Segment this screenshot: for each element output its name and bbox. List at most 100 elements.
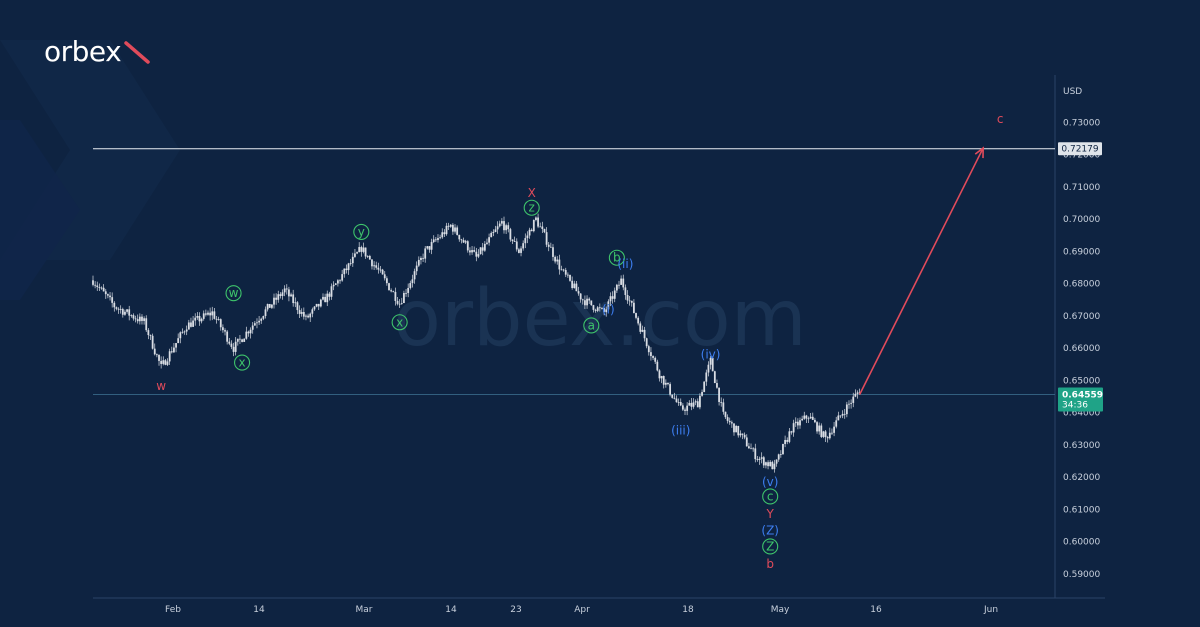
y-axis-ticks: 0.73000 0.72000 0.71000 0.70000 0.69000 0.680… bbox=[1063, 118, 1100, 580]
candle bbox=[417, 256, 420, 268]
candle bbox=[375, 261, 378, 270]
candle bbox=[200, 317, 203, 324]
candle bbox=[699, 393, 701, 410]
candle bbox=[809, 412, 812, 419]
candle bbox=[466, 240, 469, 253]
candle bbox=[358, 242, 361, 253]
candle bbox=[475, 247, 478, 262]
candle bbox=[532, 219, 535, 233]
candle bbox=[168, 348, 171, 365]
wave-label-text: c bbox=[767, 489, 774, 503]
candle bbox=[196, 312, 199, 320]
candle bbox=[820, 423, 823, 439]
candle bbox=[147, 328, 150, 340]
candle bbox=[724, 411, 727, 419]
candle bbox=[354, 249, 356, 258]
candle bbox=[654, 356, 657, 364]
candle bbox=[716, 379, 718, 389]
candle bbox=[607, 299, 610, 312]
wave-label-text: Y bbox=[766, 507, 775, 521]
candle bbox=[385, 276, 388, 286]
candle bbox=[562, 268, 565, 272]
candle bbox=[109, 292, 111, 301]
candle bbox=[633, 299, 635, 314]
candle bbox=[190, 317, 192, 328]
candle bbox=[539, 222, 542, 228]
x-tick-label: 14 bbox=[253, 605, 265, 615]
candle bbox=[841, 410, 844, 419]
candle bbox=[230, 340, 233, 350]
candle bbox=[828, 427, 831, 440]
candle bbox=[569, 274, 571, 282]
x-tick-label: 14 bbox=[445, 605, 457, 615]
candle bbox=[126, 309, 128, 314]
candle bbox=[317, 303, 320, 310]
candle bbox=[524, 233, 527, 249]
candle bbox=[796, 418, 799, 430]
candle bbox=[322, 293, 324, 301]
wave-label-text: c bbox=[997, 112, 1004, 126]
candle bbox=[575, 280, 578, 292]
wave-label: x bbox=[234, 354, 251, 371]
candle bbox=[155, 353, 158, 358]
wave-circle bbox=[234, 354, 251, 371]
candle bbox=[383, 271, 386, 281]
candle bbox=[541, 221, 544, 233]
countdown-text: 34:36 bbox=[1062, 401, 1088, 411]
candle bbox=[432, 235, 435, 244]
candle bbox=[579, 293, 582, 303]
candle bbox=[566, 272, 569, 278]
candle bbox=[217, 316, 220, 321]
candle bbox=[456, 225, 459, 236]
candle bbox=[782, 443, 784, 455]
y-tick-label: 0.67000 bbox=[1063, 312, 1100, 322]
y-tick-label: 0.70000 bbox=[1063, 215, 1100, 225]
candle bbox=[390, 288, 393, 293]
wave-label-text: (iv) bbox=[701, 348, 721, 362]
wave-label: (iii) bbox=[671, 423, 690, 437]
candle bbox=[294, 297, 297, 308]
wave-label-text: z bbox=[529, 201, 535, 215]
candle bbox=[149, 334, 152, 341]
candle bbox=[430, 238, 433, 255]
candle bbox=[162, 356, 165, 366]
candle bbox=[701, 389, 703, 397]
candle bbox=[262, 315, 265, 321]
candle bbox=[458, 234, 461, 242]
candle bbox=[245, 326, 248, 340]
candle bbox=[407, 283, 410, 298]
candle bbox=[684, 407, 686, 415]
candle bbox=[483, 241, 486, 252]
candle bbox=[136, 314, 139, 324]
candle bbox=[445, 222, 448, 236]
candle bbox=[413, 268, 416, 284]
y-tick-label: 0.59000 bbox=[1063, 570, 1100, 580]
candle bbox=[503, 216, 505, 234]
candle bbox=[709, 355, 712, 370]
wave-label: b bbox=[608, 249, 625, 266]
candle bbox=[130, 314, 133, 318]
candle bbox=[624, 284, 627, 300]
candle bbox=[102, 284, 105, 292]
wave-circle bbox=[762, 488, 779, 505]
candle bbox=[837, 411, 840, 421]
candle bbox=[690, 397, 693, 411]
candle bbox=[505, 223, 508, 235]
candle bbox=[667, 382, 669, 386]
candle bbox=[794, 417, 797, 427]
candle bbox=[449, 224, 452, 228]
candle bbox=[224, 328, 226, 336]
candle bbox=[767, 460, 769, 470]
candle bbox=[547, 242, 550, 252]
candle bbox=[554, 255, 557, 264]
candle bbox=[234, 337, 237, 356]
candle bbox=[792, 419, 795, 437]
candle bbox=[377, 262, 380, 274]
x-tick-label: 23 bbox=[510, 605, 521, 615]
candle bbox=[275, 293, 278, 305]
candle bbox=[343, 268, 346, 278]
candle bbox=[132, 313, 135, 321]
candle bbox=[552, 244, 554, 261]
candle bbox=[243, 338, 246, 342]
